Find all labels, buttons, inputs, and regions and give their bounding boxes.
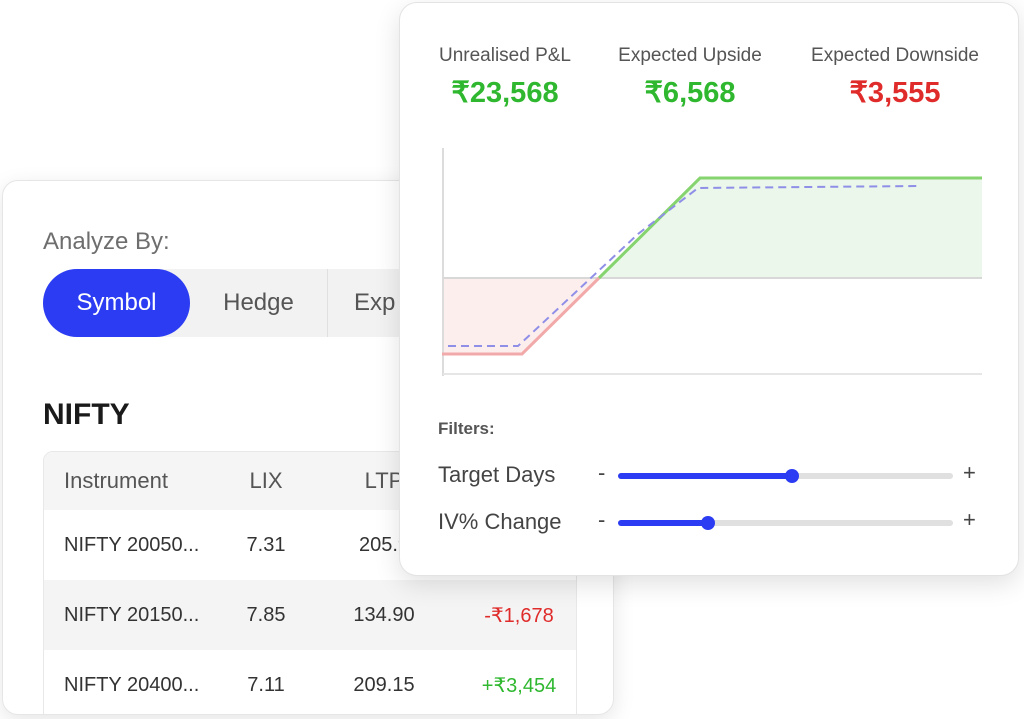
- analyze-by-label: Analyze By:: [43, 228, 170, 255]
- slider-fill: [618, 520, 709, 526]
- target-days-filter: Target Days - +: [438, 460, 983, 490]
- profit-area: [599, 178, 982, 278]
- decrease-button[interactable]: -: [598, 507, 606, 532]
- column-header-ltp[interactable]: LTP: [364, 468, 404, 493]
- tab-symbol[interactable]: Symbol: [43, 269, 190, 337]
- increase-button[interactable]: +: [963, 460, 976, 485]
- metric-label: Expected Downside: [811, 45, 979, 66]
- slider-thumb[interactable]: [785, 469, 800, 483]
- analyze-by-tabs: Symbol Hedge Exp: [43, 269, 438, 337]
- increase-button[interactable]: +: [963, 507, 976, 532]
- filters-title: Filters:: [438, 419, 495, 438]
- filter-label: Target Days: [438, 462, 556, 487]
- decrease-button[interactable]: -: [598, 460, 606, 485]
- target-payoff-line: [448, 185, 919, 347]
- expected-upside-metric: Expected Upside ₹6,568: [605, 45, 775, 110]
- tab-hedge[interactable]: Hedge: [190, 269, 328, 337]
- ltp-cell: 205.9: [358, 533, 410, 556]
- lix-cell: 7.31: [246, 533, 286, 556]
- metric-label: Unrealised P&L: [438, 45, 572, 66]
- instrument-cell: NIFTY 20400...: [64, 673, 200, 696]
- unrealised-pnl-metric: Unrealised P&L ₹23,568: [430, 45, 580, 110]
- expected-downside-metric: Expected Downside ₹3,555: [800, 45, 990, 110]
- slider-thumb[interactable]: [701, 516, 716, 530]
- payoff-loss-line: [442, 276, 601, 356]
- metric-value: ₹23,568: [451, 77, 559, 109]
- iv-change-slider[interactable]: [618, 516, 953, 530]
- column-header-instrument[interactable]: Instrument: [64, 468, 168, 493]
- iv-change-filter: IV% Change - +: [438, 507, 983, 537]
- lix-cell: 7.11: [247, 673, 285, 696]
- symbol-title: NIFTY: [43, 398, 130, 431]
- pnl-cell: +₹3,454: [481, 674, 557, 697]
- payoff-chart: [442, 148, 982, 376]
- table-row[interactable]: NIFTY 20150... 7.85 134.90 -₹1,678: [44, 580, 576, 650]
- table-row[interactable]: NIFTY 20400... 7.11 209.15 +₹3,454: [44, 650, 576, 714]
- ltp-cell: 134.90: [353, 603, 415, 626]
- metric-value: ₹3,555: [849, 77, 941, 109]
- tab-expiry[interactable]: Exp: [354, 289, 396, 316]
- lix-cell: 7.85: [246, 603, 286, 626]
- instrument-cell: NIFTY 20150...: [64, 603, 200, 626]
- ltp-cell: 209.15: [353, 673, 415, 696]
- filter-label: IV% Change: [438, 509, 562, 534]
- payoff-profit-line: [597, 176, 982, 280]
- metric-value: ₹6,568: [644, 77, 736, 109]
- target-days-slider[interactable]: [618, 469, 953, 483]
- pnl-cell: -₹1,678: [484, 604, 554, 627]
- loss-area: [442, 278, 599, 354]
- payoff-card: Unrealised P&L ₹23,568 Expected Upside ₹…: [399, 2, 1019, 576]
- slider-fill: [618, 473, 793, 479]
- metric-label: Expected Upside: [618, 45, 762, 66]
- column-header-lix[interactable]: LIX: [249, 468, 283, 493]
- instrument-cell: NIFTY 20050...: [64, 533, 200, 556]
